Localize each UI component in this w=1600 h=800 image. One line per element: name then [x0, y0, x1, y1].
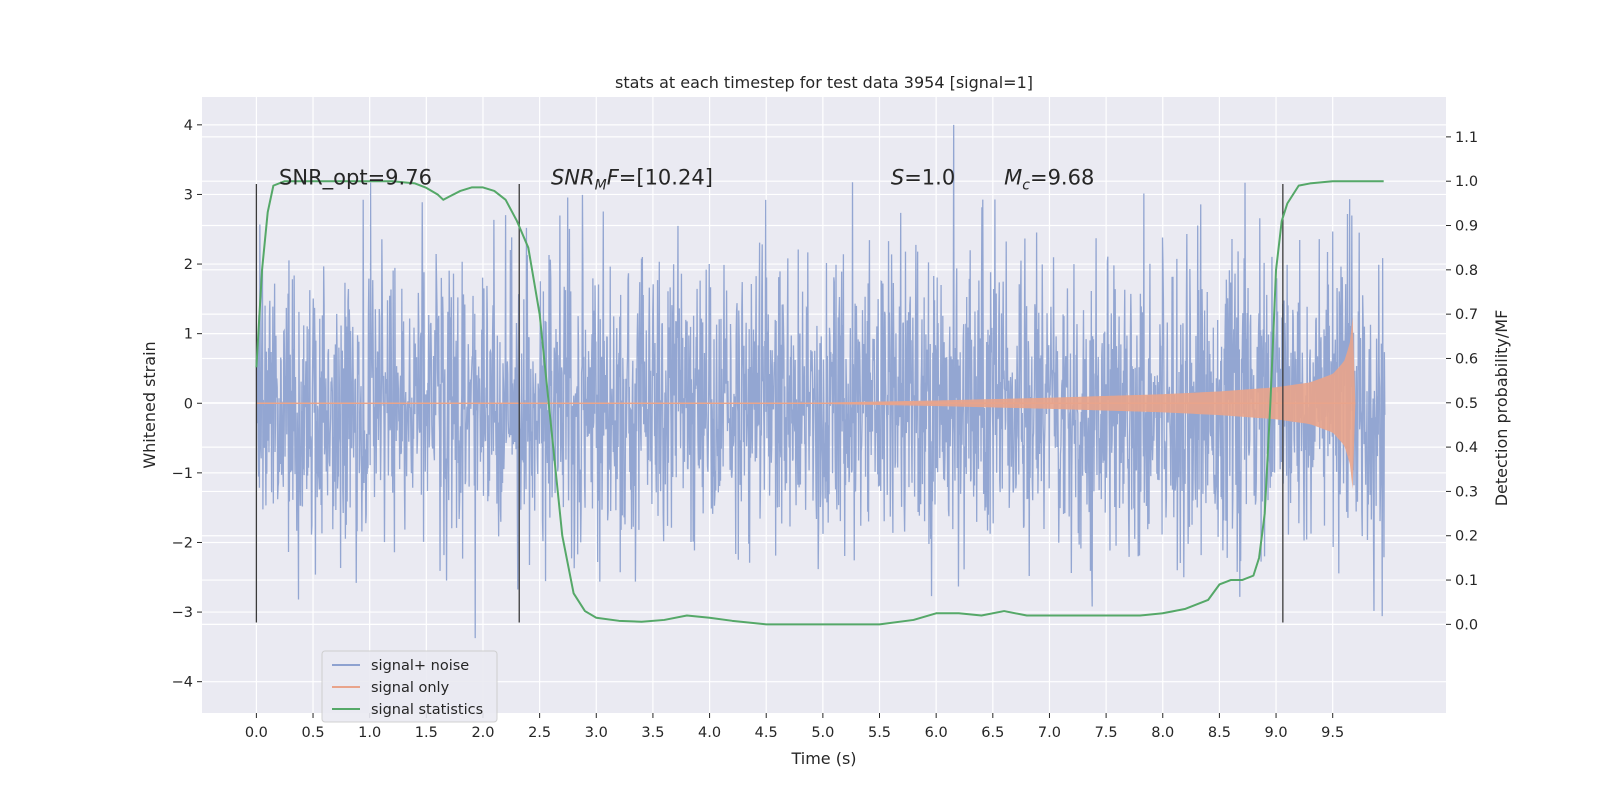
legend-box: [321, 650, 498, 723]
y-axis-ticks: −4 −3 −2 −1 0 1 2 3 4: [172, 118, 202, 691]
x-tick-label-0: 0.0: [245, 725, 268, 741]
y2-tick-label-3: 0.3: [1455, 484, 1478, 500]
y-tick-label-2: −2: [172, 535, 193, 551]
x-tick-label-7: 3.5: [641, 725, 664, 741]
y2-tick-label-4: 0.4: [1455, 440, 1478, 456]
x-tick-label-16: 8.0: [1151, 725, 1174, 741]
y2-tick-label-2: 0.2: [1455, 529, 1478, 545]
x-tick-label-4: 2.0: [471, 725, 494, 741]
x-tick-label-15: 7.5: [1095, 725, 1118, 741]
x-axis-ticks: 0.0 0.5 1.0 1.5 2.0 2.5 3.0 3.5 4.0 4.5 5.0 5.5 6.0 6…: [245, 713, 1344, 741]
x-tick-label-19: 9.5: [1321, 725, 1344, 741]
x-tick-label-3: 1.5: [415, 725, 438, 741]
annotation-snr-mf: SNRMF=[10.24]: [551, 166, 713, 194]
x-tick-label-11: 5.5: [868, 725, 891, 741]
x-tick-label-14: 7.0: [1038, 725, 1061, 741]
annotation-snr-opt: SNR_opt=9.76: [279, 166, 432, 191]
x-tick-label-12: 6.0: [925, 725, 948, 741]
legend-label-1: signal only: [371, 680, 450, 696]
x-tick-label-6: 3.0: [585, 725, 608, 741]
y2-tick-label-6: 0.6: [1455, 351, 1478, 367]
line-signal-statistics: [255, 180, 1384, 626]
chart-title: stats at each timestep for test data 395…: [615, 73, 1033, 92]
series-signal-plus-noise: [255, 124, 1386, 639]
y2-tick-label-1: 0.1: [1455, 573, 1478, 589]
x-tick-label-18: 9.0: [1265, 725, 1288, 741]
x-tick-label-13: 6.5: [981, 725, 1004, 741]
line-signal-plus-noise: [255, 124, 1386, 639]
y-tick-label-6: 2: [184, 257, 193, 273]
x-tick-label-9: 4.5: [755, 725, 778, 741]
annotation-s: S=1.0: [891, 166, 955, 190]
marker-lines: [255, 184, 1284, 623]
y-tick-label-5: 1: [184, 327, 193, 343]
series-signal-only: [256, 317, 1356, 490]
y2-tick-label-9: 0.9: [1455, 219, 1478, 235]
y2-tick-label-7: 0.7: [1455, 307, 1478, 323]
legend-label-2: signal statistics: [371, 702, 483, 718]
x-tick-label-8: 4.0: [698, 725, 721, 741]
y2-axis-ticks: 0.0 0.1 0.2 0.3 0.4 0.5 0.6 0.7 0.8 0.9 1.0 1.1: [1446, 130, 1478, 633]
y-axis-label: Whitened strain: [140, 341, 159, 468]
x-tick-label-5: 2.5: [528, 725, 551, 741]
y2-axis-label: Detection probability/MF: [1492, 310, 1511, 507]
y2-tick-label-11: 1.1: [1455, 130, 1478, 146]
y2-tick-label-10: 1.0: [1455, 174, 1478, 190]
y-tick-label-7: 3: [184, 187, 193, 203]
x-tick-label-1: 0.5: [301, 725, 324, 741]
y-tick-label-4: 0: [184, 396, 193, 412]
legend: signal+ noise signal only signal statistic…: [321, 650, 498, 723]
x-tick-label-10: 5.0: [811, 725, 834, 741]
legend-label-0: signal+ noise: [371, 658, 469, 674]
y-tick-label-3: −1: [172, 466, 193, 482]
series-signal-statistics: [255, 180, 1384, 626]
y-tick-label-1: −3: [172, 605, 193, 621]
y2-tick-label-0: 0.0: [1455, 617, 1478, 633]
y2-tick-label-5: 0.5: [1455, 396, 1478, 412]
x-tick-label-2: 1.0: [358, 725, 381, 741]
x-axis-label: Time (s): [790, 749, 856, 768]
x-tick-label-17: 8.5: [1208, 725, 1231, 741]
y-tick-label-8: 4: [184, 118, 193, 134]
y-tick-label-0: −4: [172, 675, 193, 691]
annotation-mc: Mc=9.68: [1004, 166, 1094, 194]
y2-tick-label-8: 0.8: [1455, 263, 1478, 279]
